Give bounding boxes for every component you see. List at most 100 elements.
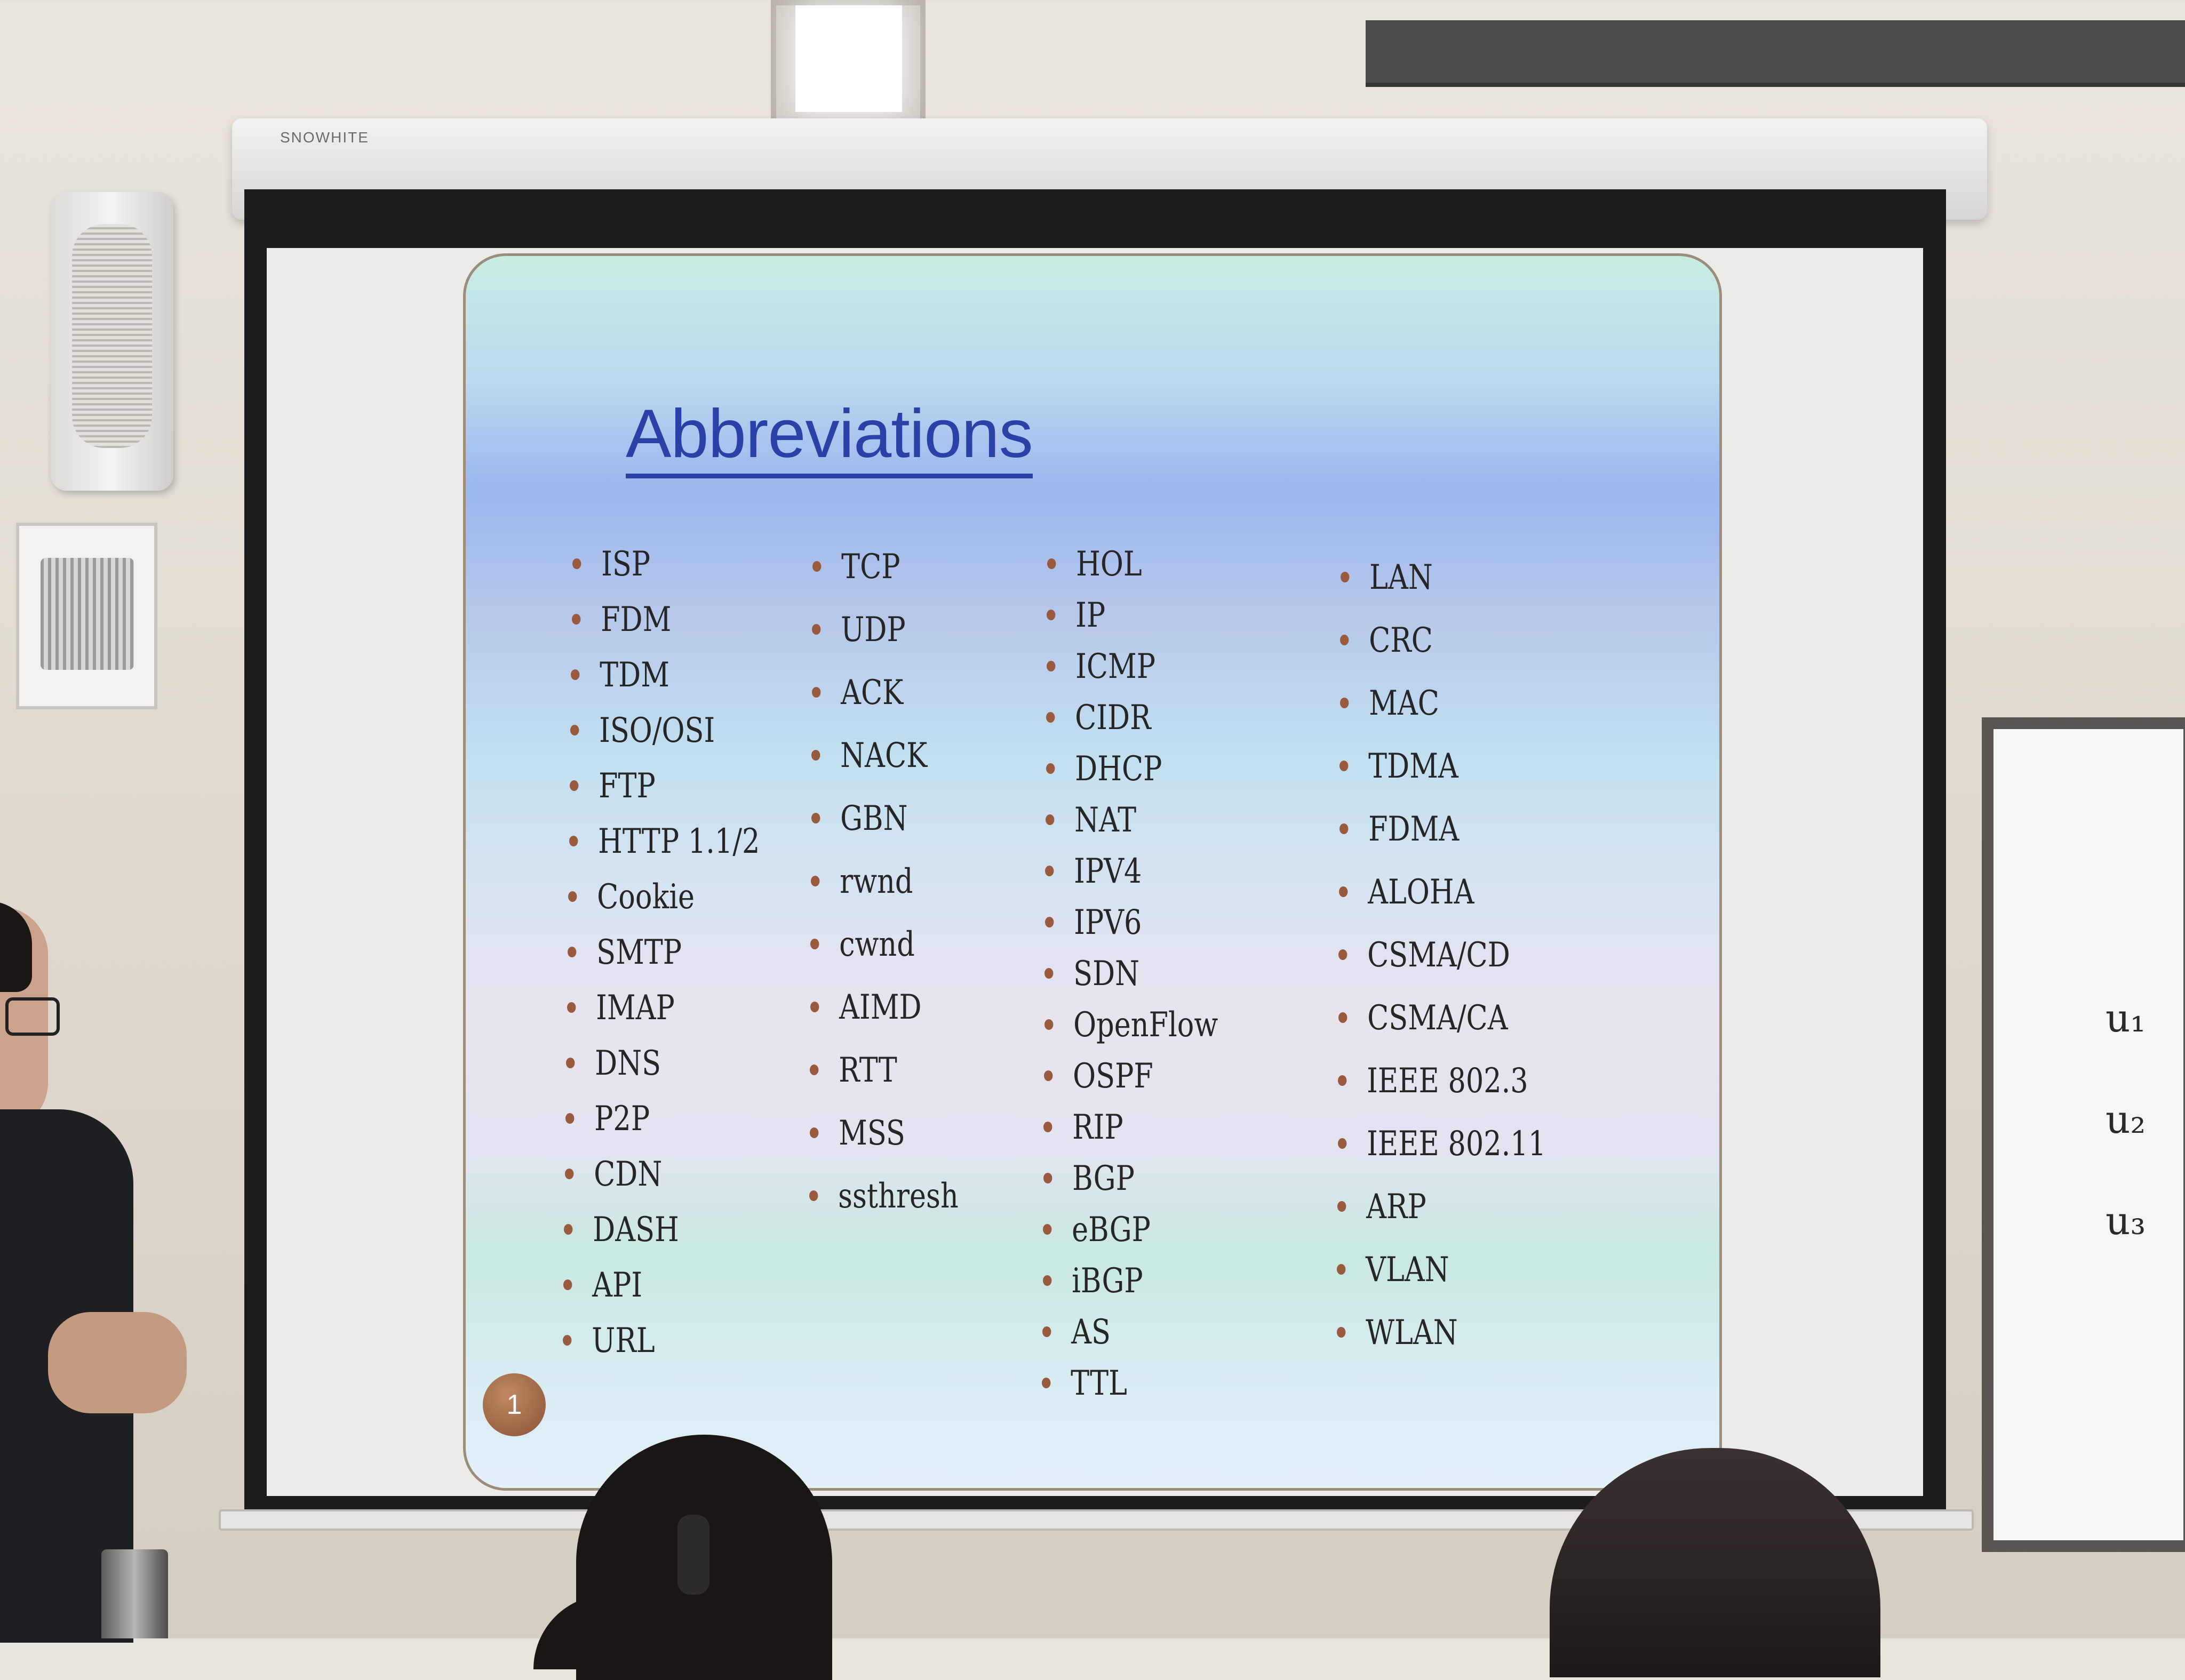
abbreviation-item: MAC: [1339, 683, 1439, 724]
bullet-dot: [1340, 634, 1349, 645]
bullet-dot: [571, 613, 581, 625]
slide-title: Abbreviations: [626, 400, 1033, 478]
bullet-dot: [1047, 558, 1056, 569]
bullet-dot: [1341, 571, 1350, 582]
bullet-dot: [1047, 609, 1056, 620]
abbreviation-item: MSS: [809, 1113, 905, 1154]
bullet-dot: [569, 780, 579, 791]
abbreviation-item: CDN: [564, 1154, 662, 1195]
abbreviation-label: SMTP: [596, 933, 682, 972]
bullet-dot: [571, 669, 580, 680]
abbreviation-item: OSPF: [1044, 1056, 1153, 1097]
abbreviation-label: TDMA: [1368, 747, 1459, 786]
bullet-dot: [570, 724, 579, 735]
abbreviation-item: AIMD: [810, 987, 922, 1028]
bullet-dot: [568, 891, 577, 902]
presentation-slide: Abbreviations ISP FDM TDM ISO/OSI FTP HTTP 1.…: [463, 253, 1722, 1491]
abbreviation-label: AIMD: [839, 988, 922, 1027]
abbreviation-label: P2P: [594, 1099, 650, 1139]
bullet-dot: [1337, 1263, 1346, 1275]
bullet-dot: [563, 1279, 572, 1290]
abbreviation-label: NACK: [840, 736, 928, 775]
bullet-dot: [1043, 1172, 1052, 1183]
bullet-dot: [1043, 1223, 1052, 1235]
abbreviation-item: CSMA/CD: [1338, 935, 1510, 976]
abbreviation-label: FTP: [598, 766, 656, 806]
abbreviation-item: UDP: [812, 610, 906, 651]
abbreviation-item: AS: [1042, 1312, 1111, 1353]
abbreviation-item: ARP: [1337, 1187, 1426, 1228]
abbreviation-label: IMAP: [595, 988, 675, 1028]
abbreviation-item: NACK: [811, 735, 928, 777]
bullet-dot: [567, 1002, 576, 1013]
abbreviation-item: TTL: [1042, 1363, 1127, 1404]
abbreviation-label: ISO/OSI: [599, 711, 715, 750]
abbreviation-label: ALOHA: [1368, 873, 1474, 912]
abbreviation-label: VLAN: [1366, 1250, 1450, 1290]
bullet-dot: [811, 875, 820, 886]
bullet-dot: [1042, 1326, 1051, 1337]
water-bottle: [101, 1549, 168, 1638]
bullet-dot: [810, 1001, 819, 1012]
abbreviation-label: ICMP: [1075, 647, 1155, 686]
abbreviation-item: IEEE 802.3: [1338, 1061, 1528, 1102]
abbreviation-label: MSS: [838, 1114, 905, 1153]
abbreviation-item: OpenFlow: [1044, 1005, 1218, 1046]
abbreviation-item: FDM: [571, 599, 671, 641]
bullet-dot: [564, 1168, 574, 1179]
abbreviation-label: RTT: [839, 1051, 897, 1090]
abbreviation-item: GBN: [811, 798, 907, 839]
bullet-dot: [564, 1223, 573, 1235]
abbreviation-item: CSMA/CA: [1338, 998, 1508, 1039]
bullet-dot: [1339, 697, 1349, 708]
audience-head: [576, 1435, 832, 1680]
bullet-dot: [566, 1057, 575, 1068]
bullet-dot: [1337, 1201, 1346, 1212]
bullet-dot: [1339, 823, 1349, 834]
bullet-dot: [1338, 1075, 1347, 1086]
abbreviation-item: IEEE 802.11: [1337, 1124, 1546, 1165]
bullet-dot: [811, 749, 820, 761]
whiteboard-mark: u₃: [2106, 1198, 2146, 1243]
abbreviation-item: iBGP: [1042, 1261, 1143, 1302]
abbreviation-item: SMTP: [567, 932, 682, 973]
abbreviation-item: IP: [1047, 595, 1106, 636]
abbreviation-label: DNS: [595, 1044, 661, 1083]
abbreviation-label: LAN: [1369, 558, 1433, 597]
abbreviation-label: FDMA: [1368, 810, 1459, 849]
abbreviation-item: DASH: [564, 1210, 679, 1251]
bullet-dot: [1044, 1070, 1053, 1081]
abbreviation-item: CIDR: [1046, 698, 1151, 739]
abbreviation-label: ACK: [840, 673, 904, 713]
bullet-dot: [810, 1064, 819, 1075]
abbreviation-label: RIP: [1072, 1108, 1124, 1147]
abbreviation-item: NAT: [1046, 800, 1136, 841]
abbreviation-item: FTP: [569, 766, 656, 807]
abbreviation-label: CSMA/CA: [1367, 998, 1508, 1038]
abbreviation-item: P2P: [565, 1099, 650, 1140]
abbreviation-label: CIDR: [1075, 698, 1151, 738]
abbreviation-item: ISO/OSI: [570, 710, 715, 751]
abbreviation-label: ISP: [601, 545, 651, 584]
abbreviation-item: IMAP: [567, 988, 675, 1029]
abbreviation-label: IP: [1075, 596, 1106, 635]
bullet-dot: [1337, 1138, 1347, 1149]
abbreviation-item: CRC: [1340, 620, 1433, 661]
abbreviation-label: HTTP 1.1/2: [597, 822, 760, 861]
abbreviation-label: URL: [591, 1321, 655, 1361]
abbreviation-item: HOL: [1047, 544, 1142, 585]
bullet-dot: [1042, 1275, 1052, 1286]
bullet-dot: [809, 1127, 819, 1138]
bullet-dot: [811, 812, 820, 823]
abbreviation-label: IEEE 802.11: [1366, 1124, 1546, 1164]
abbreviation-label: HOL: [1076, 545, 1142, 584]
bullet-dot: [811, 686, 821, 698]
abbreviation-label: ARP: [1366, 1187, 1426, 1227]
abbreviation-item: ssthresh: [809, 1176, 959, 1217]
bullet-dot: [1044, 916, 1054, 927]
bullet-dot: [809, 1190, 818, 1201]
abbreviation-item: IPV6: [1044, 902, 1142, 943]
bullet-dot: [1338, 949, 1347, 960]
bullet-dot: [569, 835, 578, 846]
whiteboard: u₁ u₂ u₃: [1982, 717, 2185, 1552]
